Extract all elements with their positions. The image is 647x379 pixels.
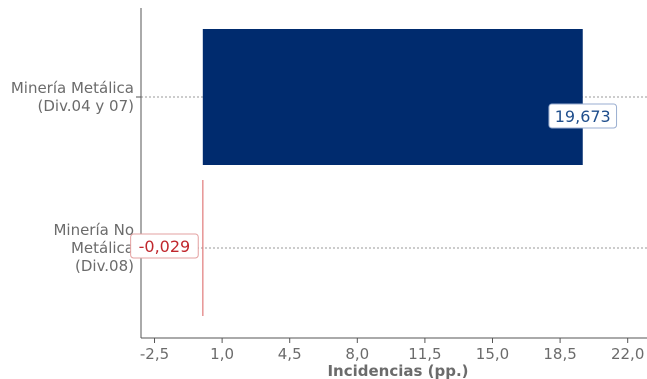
x-tick-label: 18,5 <box>543 345 576 363</box>
data-labels: 19,673 -0,029 <box>130 103 618 259</box>
category-label: Minería Metálica <box>11 79 134 97</box>
x-tick-label: 4,5 <box>278 345 302 363</box>
x-tick-label: 1,0 <box>210 345 234 363</box>
x-tick-label: 22,0 <box>611 345 644 363</box>
category-label: Metálica <box>71 239 134 257</box>
category-label: (Div.04 y 07) <box>38 97 135 115</box>
x-tick-label: -2,5 <box>140 345 169 363</box>
data-label-box <box>548 103 618 129</box>
bar <box>202 180 204 316</box>
data-label: 19,673 <box>555 107 611 126</box>
x-tick-label: 15,0 <box>476 345 509 363</box>
data-label: -0,029 <box>139 237 191 256</box>
x-axis-title: Incidencias (pp.) <box>327 362 468 379</box>
category-label: (Div.08) <box>75 257 134 275</box>
category-labels: Minería Metálica(Div.04 y 07) Minería NoM… <box>11 79 134 275</box>
data-label-box <box>130 233 199 259</box>
axes <box>136 8 647 343</box>
x-tick-labels: -2,5 1,0 4,5 8,0 11,5 15,0 18,5 22,0 <box>140 345 645 363</box>
bars <box>202 29 583 316</box>
x-tick-label: 11,5 <box>408 345 441 363</box>
category-label: Minería No <box>53 221 134 239</box>
x-tick-label: 8,0 <box>345 345 369 363</box>
bar <box>202 29 583 165</box>
